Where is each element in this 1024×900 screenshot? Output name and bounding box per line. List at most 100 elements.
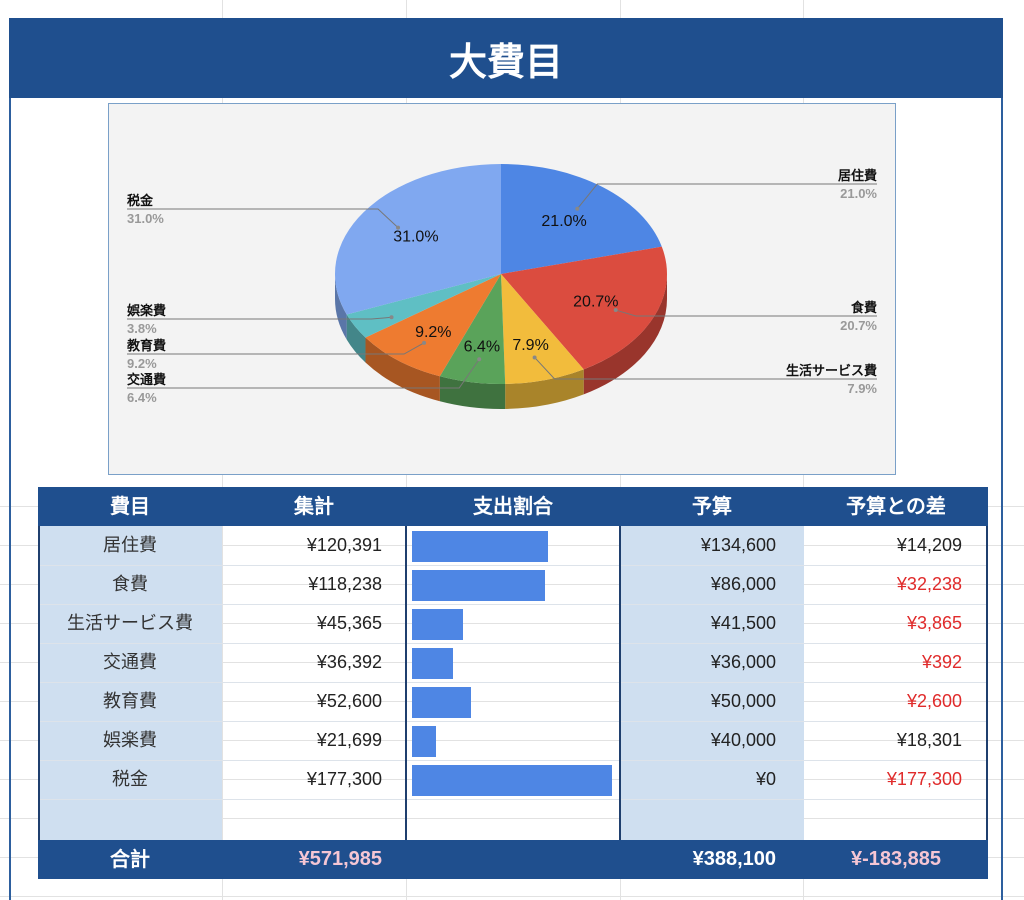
pie-side-group <box>335 274 667 409</box>
outside-label-pct: 7.9% <box>847 381 877 396</box>
cell-total: ¥45,365 <box>316 613 382 633</box>
pie-slice-食費 <box>501 246 667 370</box>
cell-category: 娯楽費 <box>103 730 157 751</box>
outside-label-name: 娯楽費 <box>127 303 166 319</box>
table-row: 税金 ¥177,300 ¥0 ¥177,300 <box>38 760 988 799</box>
ratio-bar <box>412 765 612 796</box>
outside-label-name: 税金 <box>127 193 154 209</box>
outside-label-pct: 6.4% <box>127 390 157 405</box>
leader-dot <box>613 308 618 313</box>
grid-hline <box>0 662 1024 663</box>
table-header: 費目 集計 支出割合 予算 予算との差 <box>38 487 988 526</box>
pie-inner-label: 21.0% <box>541 213 586 230</box>
frame-border-left <box>9 18 11 900</box>
leader-dot <box>575 206 580 211</box>
row-divider <box>38 604 988 605</box>
cell-category: 税金 <box>112 769 148 790</box>
row-divider <box>38 721 988 722</box>
pie-side-教育費 <box>365 337 440 402</box>
leader-line <box>127 316 392 320</box>
pie-slice-税金 <box>335 164 501 315</box>
pie-inner-label: 9.2% <box>415 324 451 341</box>
pie-chart[interactable]: 21.0% 20.7% 7.9% 6.4% 9.2% 31.0% 居住費 21.0% 食費 20.… <box>108 103 896 475</box>
table-row: 娯楽費 ¥21,699 ¥40,000 ¥18,301 <box>38 721 988 760</box>
cell-category: 居住費 <box>103 535 157 556</box>
cell-total: ¥21,699 <box>316 730 382 750</box>
pie-inner-label: 20.7% <box>573 293 618 310</box>
table-row: 居住費 ¥120,391 ¥134,600 ¥14,209 <box>38 526 988 565</box>
cell-budget: ¥86,000 <box>710 574 776 594</box>
table-row: 食費 ¥118,238 ¥86,000 ¥32,238 <box>38 565 988 604</box>
pie-slice-生活サービス費 <box>501 274 584 384</box>
pie-slice-交通費 <box>439 274 506 384</box>
frame-border-right <box>1001 18 1003 900</box>
header-ratio: 支出割合 <box>473 494 553 518</box>
pie-inner-label: 31.0% <box>393 229 438 246</box>
leader-dot <box>422 340 427 345</box>
table-row: 教育費 ¥52,600 ¥50,000 ¥2,600 <box>38 682 988 721</box>
grid-hline <box>0 896 1024 897</box>
cell-budget: ¥40,000 <box>710 730 776 750</box>
cell-diff: ¥14,209 <box>896 535 962 555</box>
header-total: 集計 <box>294 494 334 518</box>
table-body: 居住費 ¥120,391 ¥134,600 ¥14,209 食費 ¥118,238 ¥86,… <box>38 526 988 840</box>
cell-total: ¥52,600 <box>316 691 382 711</box>
leader-dot <box>532 355 537 360</box>
border-right <box>986 526 988 840</box>
row-divider <box>38 799 988 800</box>
table-row: 交通費 ¥36,392 ¥36,000 ¥392 <box>38 643 988 682</box>
cell-category: 食費 <box>112 574 148 595</box>
grid-hline <box>0 701 1024 702</box>
ratio-bar <box>412 570 545 601</box>
pie-inner-label: 7.9% <box>512 337 548 354</box>
leader-dot <box>389 315 394 320</box>
ratio-bar <box>412 726 436 757</box>
budget-column-bg <box>620 526 804 840</box>
cell-diff: ¥392 <box>921 652 962 672</box>
cell-budget: ¥134,600 <box>700 535 776 555</box>
outside-label-pct: 31.0% <box>127 211 164 226</box>
outside-label-name: 交通費 <box>127 372 166 388</box>
cell-diff: ¥3,865 <box>906 613 962 633</box>
cell-budget: ¥0 <box>755 769 776 789</box>
leader-line <box>127 342 425 355</box>
outside-label-pct: 9.2% <box>127 356 157 371</box>
cell-total: ¥120,391 <box>306 535 382 555</box>
pie-chart-svg: 21.0% 20.7% 7.9% 6.4% 9.2% 31.0% 居住費 21.0% 食費 20.… <box>126 164 877 409</box>
cell-category: 生活サービス費 <box>67 613 193 634</box>
footer-budget: ¥388,100 <box>692 848 776 870</box>
outside-label-name: 食費 <box>851 300 877 316</box>
grid-hline <box>0 623 1024 624</box>
border-left <box>38 526 40 840</box>
cell-budget: ¥36,000 <box>710 652 776 672</box>
footer-total: ¥571,985 <box>298 848 382 870</box>
pie-slice-教育費 <box>365 274 501 377</box>
leader-line <box>127 208 399 228</box>
outside-label-pct: 21.0% <box>840 186 877 201</box>
grid-hline <box>0 818 1024 819</box>
cell-diff: ¥2,600 <box>906 691 962 711</box>
grid-hline <box>0 740 1024 741</box>
outside-label-name: 居住費 <box>838 168 877 184</box>
header-category: 費目 <box>110 494 150 518</box>
row-divider <box>38 682 988 683</box>
leader-line <box>576 183 877 210</box>
border-ratio-right <box>619 526 621 840</box>
leader-line <box>534 357 877 380</box>
pie-side-税金 <box>335 274 347 340</box>
cell-total: ¥118,238 <box>308 574 382 594</box>
pie-side-食費 <box>583 274 667 395</box>
leader-dot <box>477 357 482 362</box>
table-footer: 合計 ¥571,985 ¥388,100 ¥-183,885 <box>38 840 988 879</box>
pie-side-交通費 <box>439 376 506 409</box>
section-title-text: 大費目 <box>448 39 563 84</box>
cell-budget: ¥41,500 <box>710 613 776 633</box>
cell-diff: ¥32,238 <box>896 574 962 594</box>
pie-side-娯楽費 <box>346 314 366 363</box>
category-column-bg <box>38 526 222 840</box>
cell-total: ¥36,392 <box>316 652 382 672</box>
cell-budget: ¥50,000 <box>710 691 776 711</box>
table-row: 生活サービス費 ¥45,365 ¥41,500 ¥3,865 <box>38 604 988 643</box>
table-row <box>38 799 988 838</box>
row-divider <box>38 565 988 566</box>
